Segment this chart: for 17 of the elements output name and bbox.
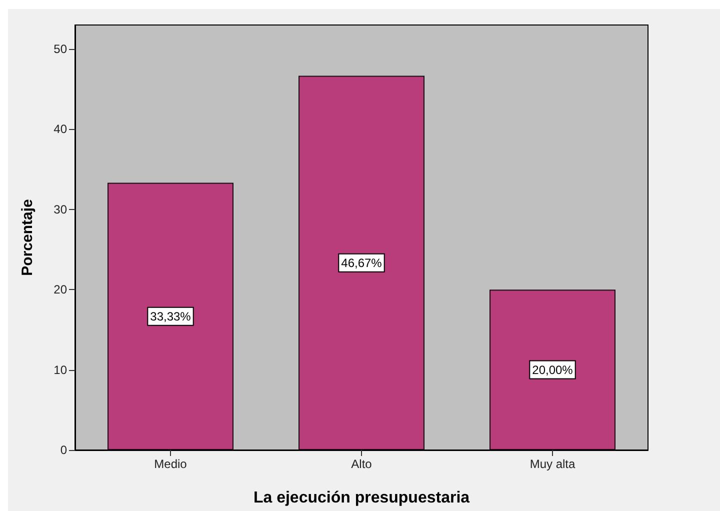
y-tick-label: 30: [54, 202, 68, 216]
y-tick-label: 0: [60, 443, 68, 457]
x-tick-label: Muy alta: [530, 457, 576, 471]
bar: [490, 290, 616, 450]
y-tick-label: 50: [54, 42, 68, 56]
bar: [108, 182, 234, 450]
data-label: 33,33%: [150, 309, 192, 324]
y-axis-title: Porcentaje: [19, 199, 36, 276]
x-tick-label: Medio: [154, 457, 188, 471]
bar: [298, 76, 424, 450]
y-tick-label: 40: [54, 122, 68, 136]
x-tick-label: Alto: [351, 457, 372, 471]
data-label: 20,00%: [532, 362, 574, 377]
y-tick-label: 20: [54, 282, 68, 297]
data-label: 46,67%: [341, 256, 382, 270]
y-tick-label: 10: [54, 362, 68, 377]
x-axis-title: La ejecución presupuestaria: [253, 490, 470, 506]
